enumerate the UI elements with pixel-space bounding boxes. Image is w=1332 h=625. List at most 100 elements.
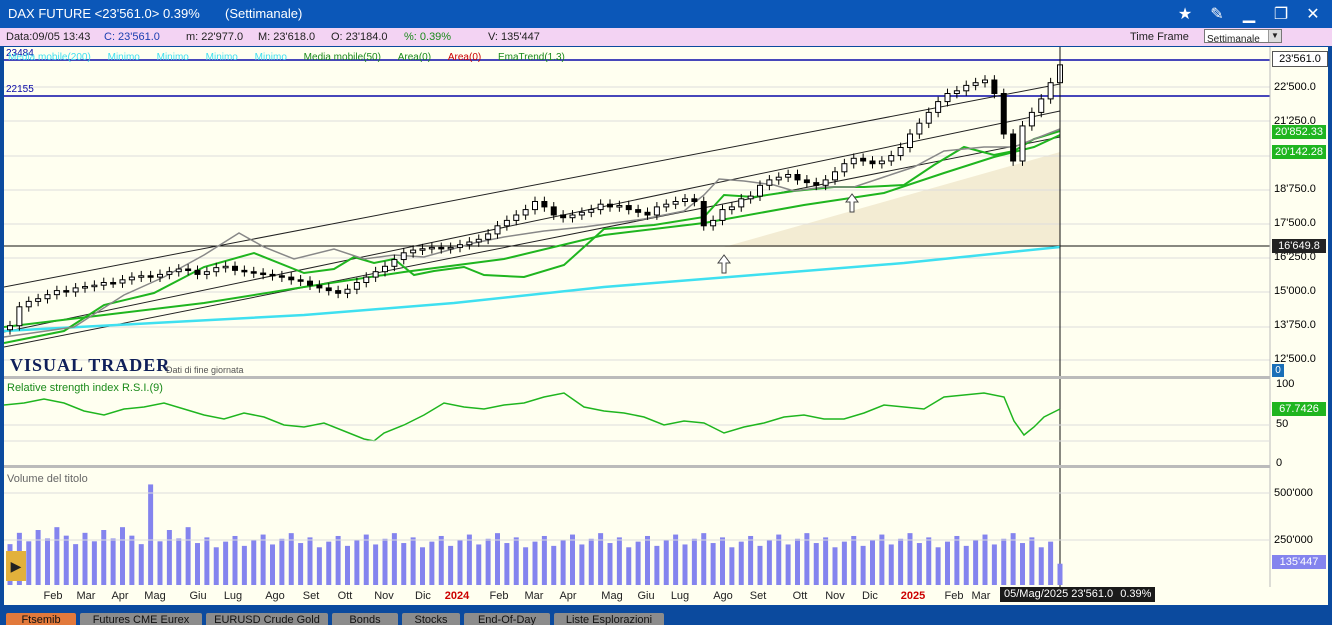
volume-bar [195, 543, 200, 585]
x-axis-label: Ott [338, 590, 353, 602]
rsi-axis-0: 0 [1276, 457, 1283, 469]
volume-bar [504, 543, 510, 585]
volume-bar [673, 534, 679, 585]
candle-body [241, 269, 248, 273]
tab-eod[interactable]: End-Of-Day [464, 613, 550, 625]
chevron-down-icon[interactable]: ▼ [1268, 30, 1281, 42]
candle-body [353, 282, 360, 290]
volume-bar [860, 545, 866, 585]
volume-bar [476, 544, 482, 585]
candle-body [213, 267, 220, 273]
scroll-right-icon[interactable]: ▶ [6, 551, 26, 581]
close-icon[interactable]: ✕ [1306, 6, 1320, 23]
volume-bar [1001, 538, 1007, 585]
x-axis-label: Ago [265, 590, 285, 602]
volume-bar [401, 543, 407, 585]
volume-bar [945, 541, 950, 585]
volume-bar [682, 544, 688, 585]
chart-area[interactable]: Feb Mar Apr Mag Giu Lug Ago Set Ott Nov Dic 2024 Feb… [4, 47, 1328, 605]
volume-bar [326, 541, 332, 585]
x-axis-label: Dic [415, 590, 431, 602]
volume-bar [607, 543, 613, 585]
volume-bar [138, 544, 144, 585]
candle-body [307, 280, 313, 286]
candle-body [841, 163, 848, 173]
tab-stocks[interactable]: Stocks [402, 613, 460, 625]
rsi-line [4, 392, 1061, 442]
minimize-icon[interactable]: ▁ [1242, 6, 1256, 23]
volume-bar [345, 545, 350, 585]
candle-body [794, 174, 801, 181]
volume-bar [26, 541, 32, 585]
volume-bar [1029, 537, 1035, 585]
tab-bonds[interactable]: Bonds [332, 613, 398, 625]
info-min: m: 22'977.0 [186, 31, 244, 43]
candle-body [907, 133, 913, 148]
timeframe-value: Settimanale [1207, 34, 1260, 45]
volume-bar [54, 527, 60, 585]
price-tick-3: 18'750.0 [1274, 183, 1316, 195]
volume-bar [1048, 541, 1054, 585]
tab-eurusd[interactable]: EURUSD Crude Gold [206, 613, 328, 625]
candle-body [194, 269, 201, 275]
timeframe-select[interactable]: Settimanale ▼ [1204, 29, 1282, 45]
tab-ftsemib[interactable]: Ftsemib [6, 613, 76, 625]
candle-body [672, 201, 679, 205]
candle-body [578, 211, 585, 216]
price-grid [4, 86, 1270, 361]
volume-bar [832, 547, 838, 585]
candle-body [1000, 93, 1007, 135]
candle-body [785, 174, 792, 178]
channel-mid [4, 110, 1061, 333]
candle-body [260, 272, 267, 276]
info-date: Data:09/05 13:43 [6, 31, 91, 43]
x-axis-label: 2024 [445, 590, 470, 602]
candle-body [63, 290, 70, 293]
candle-body [560, 214, 567, 219]
info-close: C: 23'561.0 [104, 31, 160, 43]
volume-bar [982, 534, 988, 585]
volume-bar [91, 541, 97, 585]
ma-green-badge: 20'852.33 [1272, 125, 1326, 139]
level-badge: 16'649.8 [1272, 239, 1326, 253]
x-axis: Feb Mar Apr Mag Giu Lug Ago Set Ott Nov Dic 2024 Feb… [44, 590, 991, 602]
volume-label: Volume del titolo [7, 473, 88, 485]
volume-bar [691, 538, 697, 585]
x-axis-label: Ago [713, 590, 733, 602]
x-axis-label: Lug [224, 590, 242, 602]
candle-body [7, 325, 13, 331]
volume-bar [570, 534, 575, 585]
volume-bar [466, 534, 472, 585]
candle-body [185, 268, 192, 271]
candle-body [35, 298, 42, 302]
volume-bar [926, 537, 932, 585]
volume-bar [129, 535, 135, 585]
x-axis-label: Ott [793, 590, 808, 602]
rsi-value-badge: 67.7426 [1272, 402, 1326, 416]
chart-svg[interactable]: Feb Mar Apr Mag Giu Lug Ago Set Ott Nov Dic 2024 Feb… [4, 47, 1328, 605]
x-axis-label: Lug [671, 590, 689, 602]
candle-body [222, 265, 229, 269]
tab-futures[interactable]: Futures CME Eurex [80, 613, 202, 625]
restore-icon[interactable]: ❐ [1273, 6, 1289, 23]
volume-bar [157, 541, 163, 585]
candle-body [100, 282, 107, 286]
rsi-axis-100: 100 [1276, 378, 1295, 390]
candle-body [963, 84, 970, 92]
candle-body [232, 265, 238, 271]
volume-bar [35, 530, 41, 585]
candle-body [335, 290, 342, 294]
volume-bar [279, 538, 285, 585]
last-price-badge: 23'561.0 [1272, 51, 1328, 67]
pin-icon[interactable]: ✎ [1210, 6, 1224, 23]
volume-bar [729, 547, 735, 585]
tab-liste[interactable]: Liste Esplorazioni [554, 613, 664, 625]
volume-bar [541, 535, 547, 585]
volume-bar [260, 534, 266, 585]
star-icon[interactable]: ★ [1177, 6, 1193, 23]
volume-bar [888, 544, 894, 585]
period-title: (Settimanale) [225, 6, 303, 21]
candle-body [147, 275, 154, 278]
volume-bar [898, 538, 904, 585]
candle-body [860, 157, 867, 162]
